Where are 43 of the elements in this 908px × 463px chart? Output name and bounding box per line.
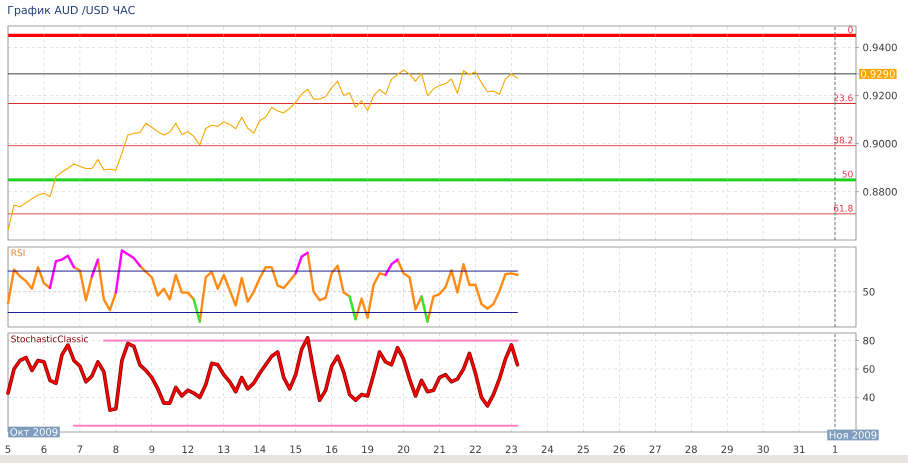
y-tick-label: 0.9200 [863, 92, 897, 100]
x-tick-label: 21 [434, 446, 445, 453]
x-tick-label: 23 [506, 446, 517, 454]
chart-title: StochasticClassic [11, 335, 88, 342]
x-tick-label: 15 [290, 446, 302, 453]
x-tick-label: 28 [686, 446, 697, 454]
x-tick-label: 16 [326, 446, 338, 454]
ref-line-label: 0 [848, 26, 853, 34]
x-tick-label: 12 [182, 446, 194, 453]
ref-line-label: 23.6 [834, 94, 853, 102]
x-tick-label: 26 [614, 446, 626, 454]
x-tick-label: 8 [113, 446, 118, 454]
x-tick-label: 14 [254, 446, 266, 453]
x-tick-label: 19 [362, 446, 374, 454]
x-tick-label: 24 [542, 446, 554, 453]
y-tick-label: 0.9290 [861, 70, 895, 78]
text: 50 [863, 288, 875, 296]
x-tick-label: 27 [650, 446, 661, 453]
y-tick-label: 80 [863, 336, 875, 344]
x-tick-label: 7 [78, 446, 82, 453]
x-tick-label: 5 [6, 446, 10, 453]
x-tick-label: 29 [722, 446, 733, 454]
ref-line-label: 61.8 [834, 204, 853, 212]
x-tick-label: 13 [218, 446, 230, 454]
x-tick-label: 25 [578, 446, 589, 454]
y-tick-label: 0.8800 [863, 188, 897, 196]
x-tick-label: 20 [398, 446, 410, 454]
chart-title: RSI [12, 249, 24, 256]
x-tick-label: 1 [832, 446, 838, 453]
annotation: Окт 2009 [10, 428, 58, 436]
x-tick-label: 22 [470, 446, 481, 453]
x-tick-label: 9 [149, 446, 154, 454]
y-tick-label: 40 [863, 394, 875, 402]
y-tick-label: 0.9400 [863, 44, 897, 52]
ref-line-label: 38.2 [834, 136, 852, 144]
ref-line-label: Ноя 2009 [830, 431, 876, 439]
ref-line-label: 50 [842, 170, 853, 178]
x-tick-label: 30 [758, 446, 769, 454]
x-tick-label: 6 [41, 446, 47, 454]
chart-title: График AUD /USD ЧАС [8, 6, 135, 16]
y-tick-label: 60 [863, 365, 875, 373]
y-tick-label: 0.9000 [863, 140, 897, 148]
x-tick-label: 31 [793, 446, 805, 454]
